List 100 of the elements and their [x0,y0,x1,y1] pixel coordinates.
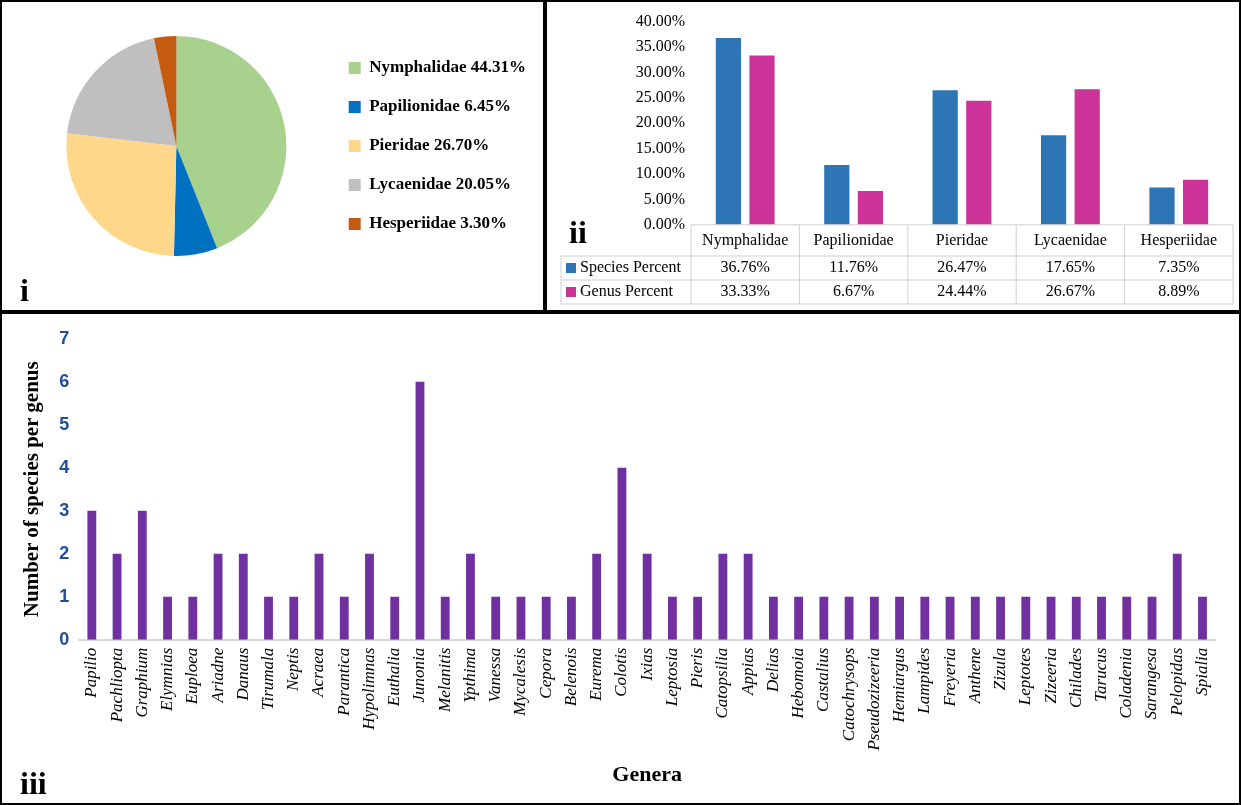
y-tick-label: 0.00% [643,215,685,232]
x-tick-label: Colotis [611,647,631,697]
bar [440,596,450,640]
bar [715,38,741,225]
y-tick-label: 40.00% [635,11,685,29]
bar [137,510,147,640]
x-tick-label: Acraea [308,647,328,698]
x-tick-label: Neptis [283,647,303,693]
y-tick-label: 0 [59,628,70,649]
x-tick-label: Tarucus [1090,647,1110,702]
x-tick-label: Belenois [560,647,580,707]
bar [238,553,248,640]
bar [794,596,804,640]
bar [617,467,627,640]
bar [824,165,850,225]
bar [1149,187,1175,225]
x-tick-label: Spialia [1191,647,1211,696]
legend-label: Lycaenidae 20.05% [369,174,511,194]
y-tick-label: 20.00% [635,113,685,131]
bar [1122,596,1132,640]
x-tick-label: Coladenia [1116,647,1136,719]
x-tick-label: Catopsilia [712,647,732,719]
y-tick-label: 35.00% [635,37,685,55]
bar [365,553,374,640]
bar [289,596,299,640]
bar [642,553,652,640]
bar [693,596,703,640]
bar [920,596,930,640]
x-tick-label: Euploea [182,647,202,706]
text: i [20,272,29,308]
x-tick-label: Pachliopta [106,647,126,724]
bar [390,596,400,640]
x-tick-label: Nymphalidae [702,230,789,249]
bar [213,553,223,640]
bar [996,596,1005,640]
x-tick-label: Pieris [687,647,707,690]
x-tick-label: Hesperiidae [1140,230,1217,249]
text: ii [569,214,587,250]
x-tick-label: Ixias [636,647,656,682]
bar [188,596,198,640]
x-tick-label: Hypolimnas [358,647,378,731]
x-tick-label: Papilio [81,647,101,699]
bar [819,596,829,640]
data-label: 26.47% [937,258,987,276]
x-tick-label: Appias [737,647,757,696]
x-tick-label: Papilionidae [813,230,894,249]
bar [314,553,324,640]
bar [1198,596,1207,640]
legend-label: Genus Percent [580,282,674,300]
y-tick-label: 7 [59,327,70,348]
x-tick-label: Leptotes [1015,647,1035,707]
y-tick-label: 1 [59,585,70,606]
x-tick-label: Zizeeria [1040,647,1060,704]
bar [491,596,501,640]
x-tick-label: Zizula [990,647,1010,691]
y-tick-label: 5.00% [643,189,685,207]
y-tick-label: 4 [59,456,70,477]
x-tick-label: Mycalesis [510,647,530,717]
bar [1074,89,1100,225]
bar [1172,553,1182,640]
bar [857,190,883,225]
x-tick-label: Vanessa [485,647,505,703]
x-tick-label: Ariadne [207,647,227,704]
x-tick-label: Hemiargus [889,647,909,724]
legend-label: Species Percent [580,258,682,277]
bar [869,596,879,640]
x-tick-label: Freyeria [939,647,959,708]
bar [163,596,172,640]
bar [749,55,775,225]
x-tick-label: Chilades [1065,647,1085,709]
x-tick-label: Ypthima [459,647,479,703]
bar [415,381,425,640]
x-tick-label: Cepora [535,647,555,699]
bar [1041,135,1067,225]
x-tick-label: Anthene [964,647,984,705]
bar [1071,596,1081,640]
data-label: 6.67% [832,282,875,300]
y-axis-title: Number of species per genus [19,361,44,618]
data-label: 26.67% [1045,282,1096,300]
bar [844,596,854,640]
bar [567,596,576,640]
bar [743,553,753,640]
x-tick-label: Eurema [586,647,606,702]
bar [966,100,992,225]
y-tick-label: 2 [59,542,70,563]
bar [592,553,602,640]
bar [1183,179,1209,225]
legend-label: Pieridae 26.70% [369,135,490,155]
data-label: 11.76% [829,258,878,276]
bar [466,553,475,640]
x-tick-label: Danaus [232,647,252,702]
x-tick-label: Pseudozizeeria [863,647,883,752]
x-tick-label: Parantica [333,647,353,717]
x-tick-label: Leptosia [661,647,681,708]
y-tick-label: 5 [59,413,70,434]
legend-label: Papilionidae 6.45% [369,96,511,116]
legend-label: Nymphalidae 44.31% [369,57,526,77]
bar [932,90,958,225]
bar [1097,596,1106,640]
bar [87,510,97,640]
